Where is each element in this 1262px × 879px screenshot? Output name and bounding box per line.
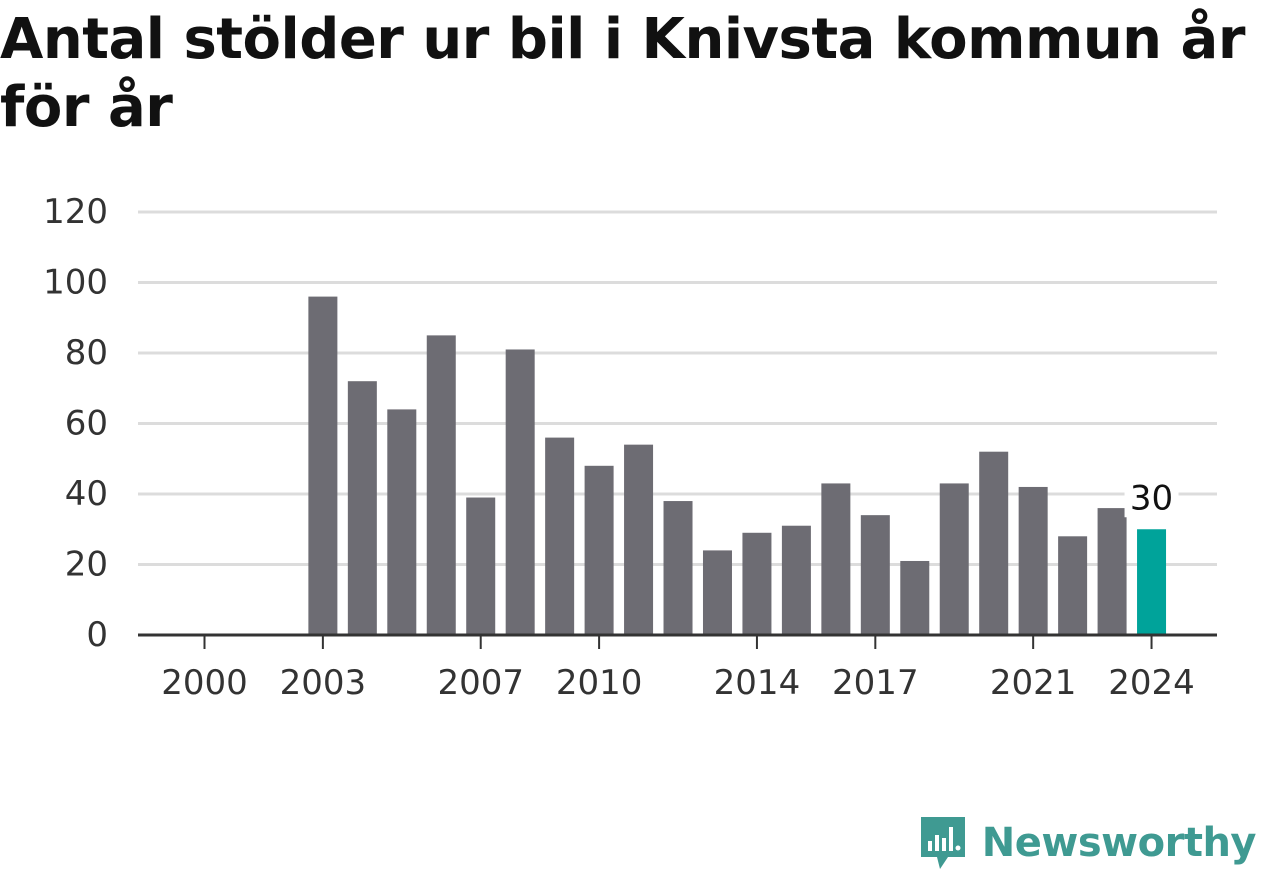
- x-axis: [138, 633, 1217, 649]
- bar-2008: [505, 349, 535, 635]
- bar-2014: [742, 532, 772, 635]
- y-tick-label: 40: [65, 474, 108, 514]
- x-tick-label: 2021: [990, 663, 1077, 703]
- y-tick-label: 100: [43, 263, 108, 303]
- bar-2013: [702, 550, 732, 635]
- bar-2005: [387, 409, 417, 635]
- bar-2015: [781, 525, 811, 635]
- bar-2023: [1097, 508, 1127, 635]
- bar-2021: [1018, 486, 1048, 635]
- bar-2010: [584, 465, 614, 635]
- bar-chart-speech-bubble-icon: [920, 817, 965, 869]
- y-tick-label: 80: [65, 333, 108, 373]
- bar-2020: [979, 451, 1009, 635]
- y-tick-label: 120: [43, 192, 108, 232]
- x-tick-label: 2024: [1108, 663, 1195, 703]
- bar-2019: [939, 483, 969, 635]
- newsworthy-brand: Newsworthy: [918, 815, 1257, 871]
- brand-name: Newsworthy: [981, 820, 1257, 866]
- y-tick-label: 0: [86, 615, 108, 655]
- x-tick-label: 2010: [556, 663, 643, 703]
- bar-2004: [347, 381, 377, 635]
- y-tick-label: 60: [65, 404, 108, 444]
- data-label-background: [1124, 477, 1179, 518]
- bar-2024: [1137, 529, 1167, 635]
- bar-2012: [663, 501, 693, 635]
- y-axis-tick-labels: 0 20 40 60 80 100 120: [43, 192, 108, 655]
- x-axis-tick-labels: 2000 2003 2007 2010 2014 2017 2021 2024: [161, 663, 1195, 703]
- bar-2022: [1058, 536, 1088, 635]
- x-tick-label: 2000: [161, 663, 248, 703]
- x-tick-label: 2014: [714, 663, 801, 703]
- bar-2016: [821, 483, 851, 635]
- x-tick-label: 2007: [437, 663, 524, 703]
- bar-2011: [624, 444, 654, 635]
- bar-2017: [860, 515, 890, 635]
- bars: [308, 296, 1167, 635]
- bar-2009: [545, 437, 575, 635]
- bar-2003: [308, 296, 338, 635]
- y-tick-label: 20: [65, 545, 108, 585]
- x-tick-label: 2017: [832, 663, 919, 703]
- chart-title: Antal stölder ur bil i Knivsta kommun år…: [0, 7, 1245, 140]
- bar-2018: [900, 560, 930, 635]
- data-label-2024: 30: [1130, 478, 1173, 518]
- x-tick-label: 2003: [280, 663, 367, 703]
- data-labels: 30: [1124, 477, 1179, 518]
- bar-2006: [426, 335, 456, 635]
- bar-2007: [466, 497, 496, 635]
